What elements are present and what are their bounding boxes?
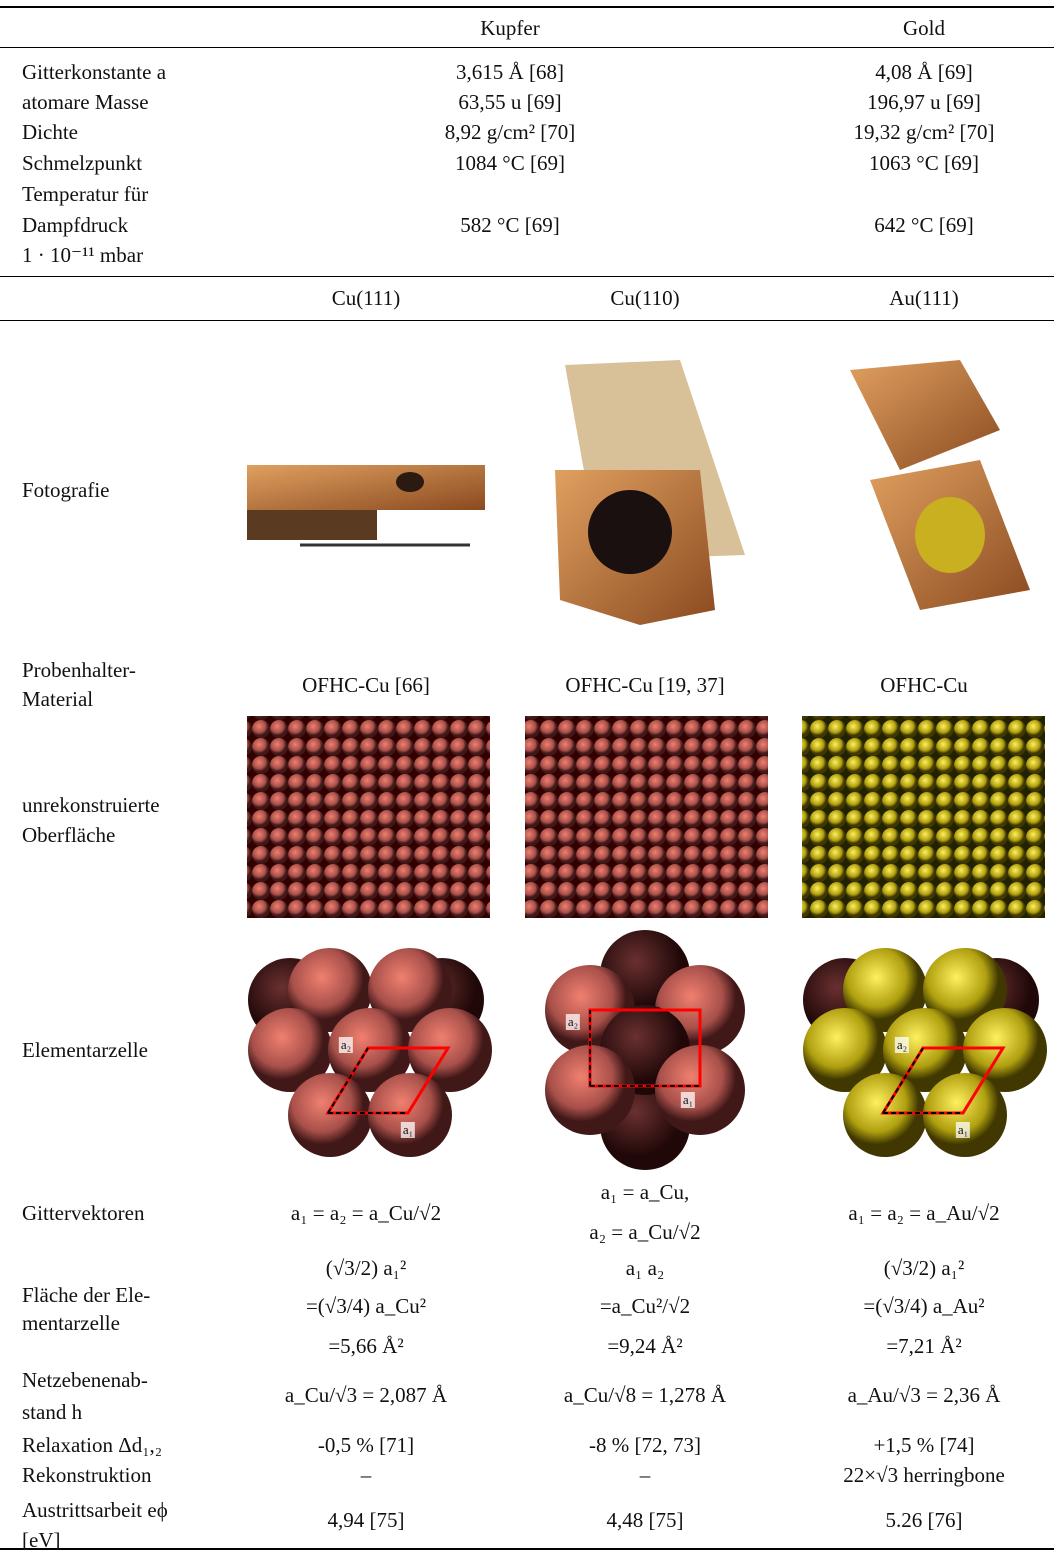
cell: a₂ = a_Cu/√2: [589, 1220, 701, 1244]
row-label: Elementarzelle: [22, 1038, 148, 1062]
cell: OFHC-Cu [19, 37]: [565, 673, 725, 697]
row-label: unrekonstruierte: [22, 793, 160, 817]
column-header: Gold: [903, 16, 945, 40]
cell: 3,615 Å [68]: [456, 60, 564, 84]
row-label: Gitterkonstante a: [22, 60, 167, 84]
cell: =(√3/4) a_Cu²: [305, 1294, 427, 1318]
row-label: atomare Masse: [22, 90, 149, 114]
row-label: Material: [22, 687, 94, 711]
vector-label: a₂: [338, 1037, 354, 1053]
cell-au111: [803, 948, 1047, 1157]
cell: OFHC-Cu [66]: [302, 673, 430, 697]
column-header: Cu(111): [331, 286, 401, 310]
vector-label: a₂: [894, 1037, 910, 1053]
rule: [0, 320, 1054, 321]
cell: 4,94 [75]: [327, 1508, 405, 1532]
cell: a₁ = a₂ = a_Au/√2: [848, 1201, 1000, 1225]
surface-cu111: [247, 716, 490, 918]
cell: 22×√3 herringbone: [843, 1463, 1005, 1487]
cell: -8 % [72, 73]: [589, 1433, 701, 1457]
photo-cu110: [555, 360, 745, 625]
cell: a_Cu/√3 = 2,087 Å: [284, 1383, 448, 1407]
cell: 1084 °C [69]: [455, 151, 565, 175]
cell: (√3/2) a₁²: [883, 1256, 965, 1280]
row-label: mentarzelle: [22, 1311, 120, 1335]
cell: –: [360, 1463, 372, 1487]
cell: 63,55 u [69]: [458, 90, 562, 114]
cell-cu110: [545, 930, 745, 1170]
cell: 4,08 Å [69]: [875, 60, 973, 84]
row-label: Gittervektoren: [22, 1201, 145, 1225]
cell: 642 °C [69]: [874, 213, 974, 237]
row-label: Fotografie: [22, 478, 110, 502]
row-label: stand h: [22, 1400, 83, 1424]
row-label: Dampfdruck: [22, 213, 129, 237]
cell: +1,5 % [74]: [873, 1433, 975, 1457]
cell: a_Au/√3 = 2,36 Å: [847, 1383, 1001, 1407]
row-label: Dichte: [22, 120, 78, 144]
cell-cu111: [248, 948, 492, 1157]
cell: 582 °C [69]: [460, 213, 560, 237]
vector-label: a₂: [565, 1014, 581, 1030]
cell: 19,32 g/cm² [70]: [853, 120, 995, 144]
surface-au111: [802, 716, 1045, 918]
photo-cu111: [247, 465, 485, 547]
rule: [0, 276, 1054, 277]
cell: -0,5 % [71]: [317, 1433, 415, 1457]
vector-label: a₁: [400, 1122, 416, 1138]
cell: 1063 °C [69]: [869, 151, 979, 175]
cell: a₁ a₂: [625, 1256, 665, 1280]
row-label: Fläche der Ele-: [22, 1283, 151, 1307]
row-label: Probenhalter-: [22, 658, 136, 682]
cell: 196,97 u [69]: [867, 90, 981, 114]
cell: =5,66 Å²: [328, 1334, 404, 1358]
cell: a₁ = a_Cu,: [600, 1180, 690, 1204]
rule: [0, 47, 1054, 48]
row-label: Netzebenenab-: [22, 1368, 148, 1392]
row-label: Temperatur für: [22, 182, 149, 206]
cell: =9,24 Å²: [607, 1334, 683, 1358]
row-label: 1 · 10⁻¹¹ mbar: [22, 243, 144, 267]
cell: (√3/2) a₁²: [325, 1256, 407, 1280]
photo-au111: [850, 360, 1030, 610]
cell: =7,21 Å²: [886, 1334, 962, 1358]
rule: [0, 1548, 1054, 1550]
row-label: Oberfläche: [22, 823, 116, 847]
surface-cu110: [525, 716, 768, 918]
row-label: Rekonstruktion: [22, 1463, 152, 1487]
cell: 8,92 g/cm² [70]: [444, 120, 576, 144]
column-header: Kupfer: [480, 16, 540, 40]
cell: 5.26 [76]: [885, 1508, 963, 1532]
row-label: Austrittsarbeit eϕ: [22, 1498, 168, 1522]
row-label: [eV]: [22, 1528, 61, 1552]
cell: a₁ = a₂ = a_Cu/√2: [290, 1201, 442, 1225]
column-header: Au(111): [889, 286, 959, 310]
cell: OFHC-Cu: [880, 673, 968, 697]
cell: –: [639, 1463, 651, 1487]
row-label: Schmelzpunkt: [22, 151, 143, 175]
cell: =(√3/4) a_Au²: [863, 1294, 985, 1318]
vector-label: a₁: [680, 1092, 696, 1108]
vector-label: a₁: [955, 1122, 971, 1138]
row-label: Relaxation Δd₁,₂: [22, 1433, 163, 1457]
cell: a_Cu/√8 = 1,278 Å: [563, 1383, 727, 1407]
column-header: Cu(110): [610, 286, 680, 310]
rule: [0, 6, 1054, 8]
cell: 4,48 [75]: [606, 1508, 684, 1532]
cell: =a_Cu²/√2: [599, 1294, 691, 1318]
